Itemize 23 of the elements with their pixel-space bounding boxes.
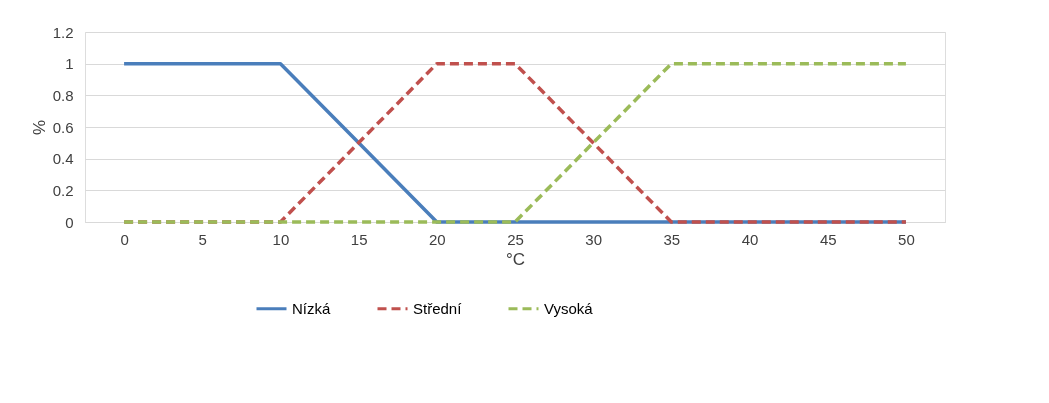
x-tick-label: 45 [819,230,837,248]
x-tick-label: 5 [198,230,207,248]
x-tick-label: 40 [741,230,759,248]
x-tick-label: 30 [585,230,603,248]
x-tick-label: 10 [272,230,290,248]
x-tick-label: 15 [350,230,368,248]
x-axis-title: °C [505,249,526,269]
x-tick-label: 20 [428,230,446,248]
y-axis-title: % [29,119,49,136]
legend-label: Střední [413,299,463,317]
legend-label: Nízká [292,299,331,317]
y-tick-label: 0.8 [52,86,74,104]
y-tick-label: 0.4 [52,150,74,168]
legend-label: Vysoká [544,299,594,317]
x-tick-label: 25 [507,230,524,248]
y-tick-label: 1 [65,55,74,73]
x-tick-label: 0 [120,230,129,248]
x-tick-label: 35 [663,230,681,248]
y-tick-label: 0 [65,213,74,231]
y-tick-label: 1.2 [52,23,74,41]
x-tick-label: 50 [898,230,915,248]
y-tick-label: 0.6 [52,118,74,136]
y-tick-label: 0.2 [52,181,74,199]
